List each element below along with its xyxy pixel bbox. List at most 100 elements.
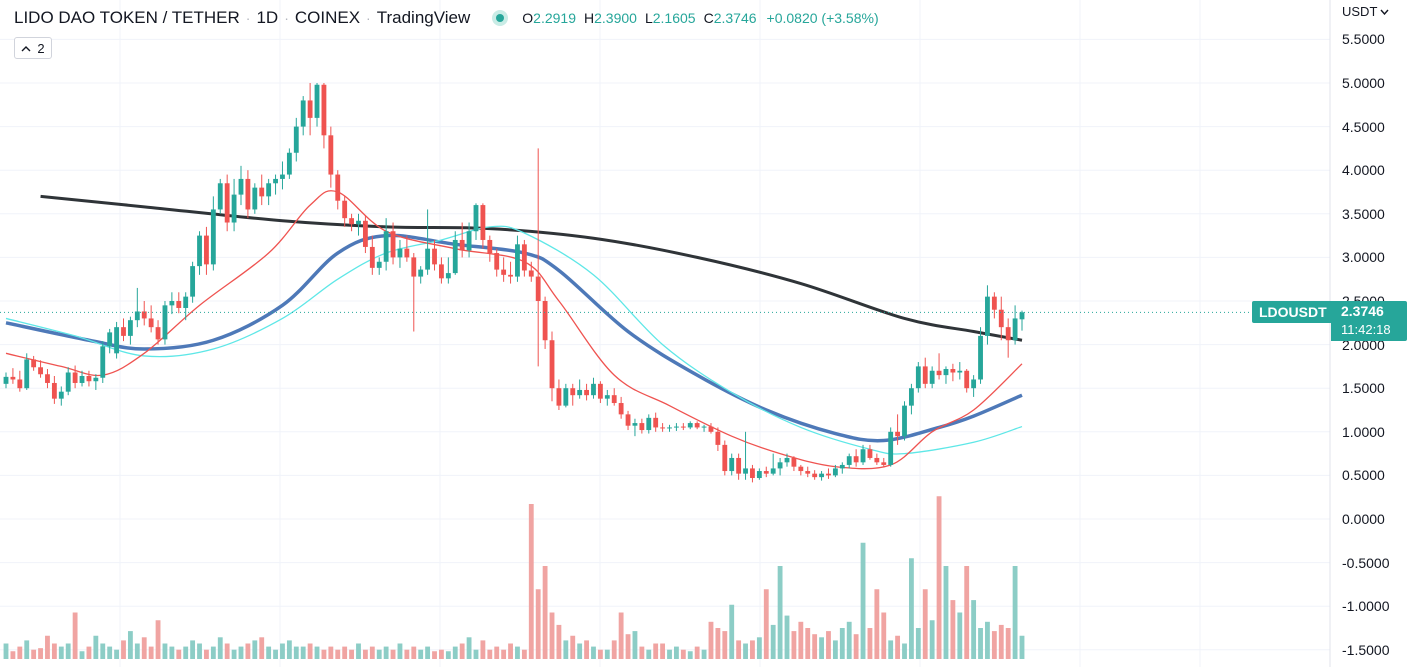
volume-bar — [653, 643, 659, 659]
volume-bar — [266, 646, 272, 659]
candle-body — [784, 457, 790, 463]
candle-body — [791, 457, 797, 467]
candle-body — [680, 426, 686, 428]
volume-bar — [286, 640, 292, 659]
volume-bar — [915, 628, 921, 659]
volume-bar — [217, 637, 223, 659]
candle-body — [978, 335, 983, 380]
separator-dot: · — [284, 10, 289, 26]
volume-bar — [501, 649, 507, 659]
candle-body — [404, 248, 410, 258]
candle-body — [1019, 312, 1025, 320]
volume-bar — [79, 651, 85, 659]
volume-bar — [300, 646, 306, 659]
volume-bar — [293, 646, 299, 659]
volume-bar — [38, 648, 43, 659]
volume-bar — [832, 640, 838, 659]
price-tick-label: 1.0000 — [1342, 423, 1385, 440]
candle-body — [121, 327, 126, 336]
volume-bar — [134, 643, 140, 659]
currency-label: USDT — [1342, 4, 1378, 19]
provider-label: TradingView — [376, 8, 471, 27]
volume-bar — [687, 651, 693, 659]
candle-body — [459, 239, 465, 251]
candle-body — [577, 389, 583, 396]
volume-bar — [411, 646, 417, 659]
price-tick-label: 5.5000 — [1342, 31, 1385, 48]
candle-body — [839, 464, 845, 469]
candle-body — [204, 235, 209, 265]
currency-selector[interactable]: USDT — [1342, 4, 1389, 19]
candle-body — [473, 205, 479, 232]
ohlc-close: C2.3746 — [703, 10, 757, 26]
volume-bar — [127, 631, 133, 659]
candle-body — [369, 246, 375, 268]
candle-body — [134, 311, 140, 321]
candle-body — [376, 261, 382, 268]
volume-bar — [597, 649, 603, 659]
candle-body — [584, 389, 589, 396]
symbol-price-tag: LDOUSDT — [1252, 301, 1334, 323]
volume-bar — [839, 628, 845, 659]
volume-bar — [577, 643, 583, 659]
candle-body — [750, 468, 755, 479]
candle-body — [611, 395, 617, 404]
volume-bar — [625, 634, 631, 659]
candle-body — [846, 456, 852, 465]
volume-bar — [452, 646, 458, 659]
bar-countdown: 11:42:18 — [1341, 322, 1391, 337]
candle-body — [908, 388, 914, 406]
candle-body — [266, 183, 272, 197]
candle-body — [342, 200, 348, 219]
volume-bar — [107, 646, 113, 659]
price-tick-label: -1.0000 — [1342, 598, 1390, 615]
volume-bar — [584, 640, 589, 659]
volume-bar — [756, 637, 762, 659]
price-tick-label: -0.5000 — [1342, 554, 1390, 571]
candle-body — [563, 388, 569, 406]
volume-bar — [922, 589, 928, 659]
symbol-name[interactable]: LIDO DAO TOKEN / TETHER — [14, 8, 240, 27]
volume-bar — [908, 558, 914, 659]
ohlc-low: L2.1605 — [644, 10, 696, 26]
volume-bar — [881, 612, 887, 659]
candle-body — [397, 248, 403, 258]
volume-bar — [432, 651, 437, 659]
volume-bar — [231, 649, 237, 659]
candle-body — [646, 417, 652, 431]
market-open-icon[interactable] — [492, 10, 509, 26]
volume-bar — [763, 589, 769, 659]
volume-bar — [259, 637, 265, 659]
candle-body — [902, 405, 907, 437]
candle-body — [273, 178, 278, 184]
candle-body — [832, 468, 838, 476]
chevron-up-icon — [21, 45, 31, 51]
candle-body — [812, 473, 818, 478]
collapse-indicators-button[interactable]: 2 — [14, 37, 52, 59]
candle-body — [687, 423, 693, 428]
candle-body — [729, 457, 735, 472]
volume-bar — [667, 649, 672, 659]
candle-body — [535, 276, 541, 301]
candle-body — [950, 369, 956, 373]
candle-body — [722, 444, 728, 472]
volume-bar — [591, 646, 596, 659]
volume-bar — [971, 600, 977, 659]
candle-body — [356, 220, 361, 225]
candle-body — [24, 359, 30, 389]
candle-body — [964, 370, 970, 389]
candle-body — [307, 100, 313, 118]
volume-bar — [473, 649, 479, 659]
candle-body — [286, 152, 292, 175]
candle-body — [922, 366, 928, 384]
volume-bar — [1005, 628, 1011, 659]
interval-label[interactable]: 1D — [256, 8, 279, 27]
candle-body — [321, 84, 327, 136]
volume-bar — [445, 651, 451, 659]
volume-bar — [777, 566, 783, 659]
volume-bar — [1012, 566, 1018, 659]
volume-bar — [708, 621, 714, 659]
candle-body — [280, 174, 285, 179]
volume-bar — [964, 566, 970, 659]
